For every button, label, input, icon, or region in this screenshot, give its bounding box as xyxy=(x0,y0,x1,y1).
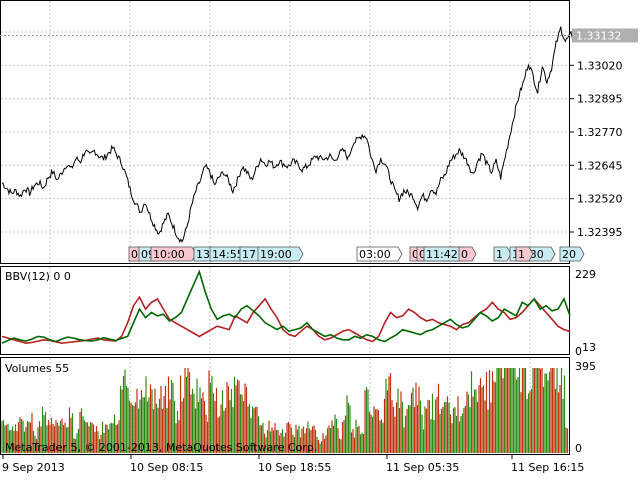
session-marker: 19:00 xyxy=(257,246,304,262)
volume-bars xyxy=(1,368,569,453)
session-marker-tag xyxy=(257,246,304,262)
price-tick-label: 1.32645 xyxy=(577,159,623,172)
session-marker-tag xyxy=(356,246,403,262)
time-axis-label: 10 Sep 18:55 xyxy=(258,461,331,474)
session-marker-label: 17 xyxy=(242,248,256,261)
price-tick-label: 1.32520 xyxy=(577,193,623,206)
time-axis-label: 11 Sep 05:35 xyxy=(386,461,459,474)
session-marker: 0 xyxy=(458,246,477,262)
session-marker-tag xyxy=(559,246,585,262)
session-marker-label: 0 xyxy=(131,248,138,261)
session-marker: 1 xyxy=(493,246,512,262)
price-line xyxy=(1,26,574,244)
bbv-red-line xyxy=(1,295,571,345)
session-marker-tag xyxy=(515,246,534,262)
price-tick-label: 1.32395 xyxy=(577,226,623,239)
bbv-green-line xyxy=(1,269,571,344)
session-marker-label: 13 xyxy=(196,248,210,261)
bbv-scale-bottom-2: 13 xyxy=(582,341,596,354)
volume-scale-top: 395 xyxy=(575,360,596,373)
session-marker-label: 14:55 xyxy=(212,248,244,261)
bbv-scale-bottom: 0 xyxy=(575,345,582,358)
session-markers: 00910:001314:551719:0003:00008:4511:4201… xyxy=(128,246,585,262)
session-marker-label: 1 xyxy=(518,248,525,261)
session-marker-label: 11:42 xyxy=(426,248,458,261)
session-marker-tag xyxy=(458,246,477,262)
session-marker: 20 xyxy=(559,246,585,262)
volume-scale-bottom: 0 xyxy=(575,442,582,455)
time-axis-label: 11 Sep 16:15 xyxy=(511,461,584,474)
session-marker-label: 0 xyxy=(461,248,468,261)
session-marker: 10:00 xyxy=(150,246,197,262)
session-marker: 1 xyxy=(515,246,534,262)
bbv-panel[interactable] xyxy=(0,266,570,355)
time-axis-label: 10 Sep 08:15 xyxy=(130,461,203,474)
session-marker-label: 10:00 xyxy=(153,248,185,261)
session-marker-label: 0 xyxy=(412,248,419,261)
session-marker-label: 20 xyxy=(562,248,576,261)
session-marker-label: 1 xyxy=(496,248,503,261)
time-axis-label: 9 Sep 2013 xyxy=(2,461,65,474)
bbv-scale-top: 229 xyxy=(575,268,596,281)
price-tick-label: 1.33020 xyxy=(577,59,623,72)
price-panel[interactable] xyxy=(0,0,570,264)
current-price-label: 1.33132 xyxy=(576,29,622,42)
session-marker-label: 19:00 xyxy=(260,248,292,261)
copyright-text: MetaTrader 5, © 2001-2013, MetaQuotes So… xyxy=(5,441,317,454)
volume-title: Volumes 55 xyxy=(5,362,69,375)
session-marker: 11:42 xyxy=(423,246,470,262)
session-marker-label: 03:00 xyxy=(359,248,391,261)
session-marker-tag xyxy=(493,246,512,262)
price-tick-label: 1.32895 xyxy=(577,93,623,106)
time-axis[interactable]: 9 Sep 2013 10 Sep 08:15 10 Sep 18:55 11 Sep… xyxy=(2,455,584,474)
session-marker: 03:00 xyxy=(356,246,403,262)
bbv-title: BBV(12) 0 0 xyxy=(5,270,71,283)
price-grid xyxy=(1,1,569,263)
volume-panel[interactable] xyxy=(0,357,570,455)
price-tick-label: 1.32770 xyxy=(577,126,623,139)
current-price-badge xyxy=(572,28,638,43)
